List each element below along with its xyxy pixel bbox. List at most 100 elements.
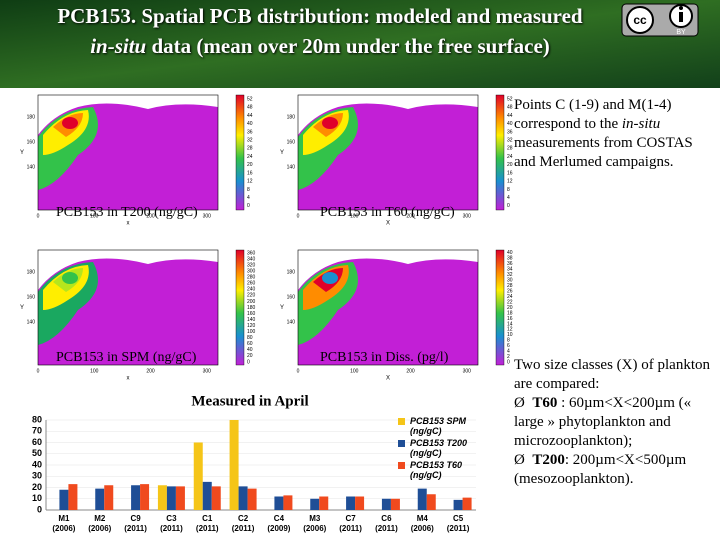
colorbar-label: 30 — [507, 277, 513, 283]
y-tick-label: 30 — [32, 471, 42, 481]
bar — [319, 496, 329, 510]
colorbar-label: 340 — [247, 256, 256, 262]
bar — [274, 496, 284, 510]
colorbar-label: 4 — [507, 195, 510, 201]
colorbar — [235, 249, 245, 366]
map-x-tick: 200 — [146, 368, 155, 374]
colorbar-label: 48 — [507, 105, 513, 111]
colorbar-label: 12 — [507, 327, 513, 333]
map-y-label: Y — [280, 150, 284, 156]
bar — [355, 496, 365, 510]
bar — [202, 481, 212, 510]
colorbar-label: 16 — [247, 170, 253, 176]
map-x-label: x — [127, 376, 130, 382]
colorbar-label: 8 — [247, 187, 250, 193]
colorbar-label: 12 — [507, 179, 513, 185]
title-line-1: PCB153. Spatial PCB distribution: modele… — [57, 4, 583, 28]
colorbar-label: 360 — [247, 250, 256, 256]
colorbar — [495, 94, 505, 211]
colorbar-label: 36 — [247, 129, 253, 135]
bar — [140, 484, 150, 510]
svg-text:cc: cc — [633, 13, 647, 27]
colorbar-label: 8 — [507, 338, 510, 344]
title-line-2: in-situ data (mean over 20m under the fr… — [0, 34, 640, 59]
colorbar-label: 40 — [247, 121, 253, 127]
bar — [68, 484, 78, 510]
colorbar-label: 0 — [247, 359, 250, 365]
colorbar-label: 60 — [247, 341, 253, 347]
note-text: Points C (1-9) and M(1-4) correspond to … — [514, 97, 672, 132]
y-tick-label: 10 — [32, 493, 42, 503]
colorbar-label: 16 — [507, 316, 513, 322]
map-x-label: X — [386, 221, 390, 227]
bar — [166, 486, 176, 510]
map-x-tick: 300 — [463, 368, 472, 374]
colorbar-label: 28 — [507, 283, 513, 289]
legend-label: PCB153 SPM (ng/gC) — [410, 416, 467, 436]
map-x-tick: 0 — [297, 213, 300, 219]
map-x-tick: 0 — [297, 368, 300, 374]
colorbar-label: 22 — [507, 299, 513, 305]
y-tick-label: 70 — [32, 426, 42, 436]
colorbar-label: 32 — [247, 138, 253, 144]
map-x-label: x — [127, 221, 130, 227]
map-y-tick: 180 — [287, 114, 296, 120]
bar — [229, 420, 239, 510]
y-tick-label: 60 — [32, 437, 42, 447]
colorbar-label: 20 — [507, 162, 513, 168]
map-land — [38, 250, 218, 290]
colorbar-label: 52 — [507, 96, 513, 102]
colorbar-label: 20 — [507, 305, 513, 311]
note-text: Two size classes (X) of plankton are com… — [514, 357, 710, 392]
colorbar-label: 32 — [507, 138, 513, 144]
colorbar-label: 20 — [247, 353, 253, 359]
map-y-tick: 160 — [27, 294, 36, 300]
x-tick-label: M2 (2006) — [88, 514, 111, 533]
colorbar-label: 40 — [507, 250, 513, 256]
colorbar-label: 24 — [507, 154, 513, 160]
colorbar-label: 140 — [247, 317, 256, 323]
map-x-tick: 300 — [463, 213, 472, 219]
map-caption: PCB153 in SPM (ng/gC) — [56, 350, 197, 365]
colorbar-label: 4 — [507, 349, 510, 355]
colorbar-label: 34 — [507, 266, 513, 272]
legend-label: PCB153 T60 (ng/gC) — [410, 460, 462, 480]
colorbar-label: 320 — [247, 262, 256, 268]
colorbar-label: 160 — [247, 311, 256, 317]
map-x-tick: 0 — [37, 368, 40, 374]
colorbar-label: 38 — [507, 256, 513, 262]
colorbar-label: 26 — [507, 288, 513, 294]
map-y-tick: 180 — [27, 114, 36, 120]
colorbar-label: 300 — [247, 269, 256, 275]
legend-swatch — [398, 462, 405, 469]
colorbar-label: 40 — [507, 121, 513, 127]
map-x-tick: 200 — [146, 213, 155, 219]
map-frame — [297, 249, 479, 366]
header-band — [0, 0, 720, 88]
cc-badge: cc BY — [621, 3, 699, 37]
bar — [426, 494, 436, 510]
map-caption: PCB153 in T60 (ng/gC) — [320, 205, 455, 220]
map-frame — [297, 94, 479, 211]
y-tick-label: 80 — [32, 414, 42, 424]
x-tick-label: C3 (2011) — [160, 514, 183, 533]
map-land — [38, 95, 218, 135]
colorbar-label: 28 — [247, 146, 253, 152]
bar — [417, 488, 427, 510]
x-tick-label: M1 (2006) — [52, 514, 75, 533]
map-y-tick: 180 — [27, 269, 36, 275]
title-italic: in-situ — [90, 34, 147, 58]
bar — [95, 488, 105, 510]
colorbar-label: 24 — [247, 154, 253, 160]
y-tick-label: 0 — [37, 504, 42, 514]
legend-swatch — [398, 418, 405, 425]
colorbar-label: 260 — [247, 281, 256, 287]
badge-text: BY — [676, 29, 686, 36]
y-tick-label: 20 — [32, 482, 42, 492]
bullet-text: : 200µm<X<500µm (mesozooplankton). — [514, 452, 687, 487]
map-frame — [37, 249, 219, 366]
colorbar-label: 36 — [507, 129, 513, 135]
